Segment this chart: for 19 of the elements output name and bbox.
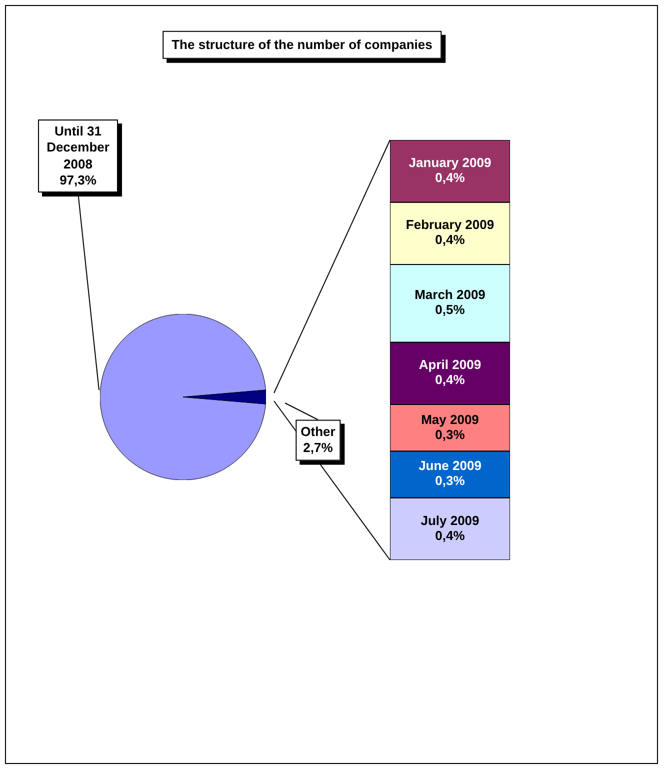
data-label: 0,3% (435, 473, 465, 488)
slice-label: Until 31 December 2008 (46, 124, 110, 171)
legend-label: Other (300, 424, 336, 439)
series-label: June 2009 (418, 458, 482, 474)
series-label: March 2009 (414, 287, 486, 302)
data-label: 0,3% (435, 426, 465, 442)
data-label: 0,4% (435, 528, 465, 543)
series-label: July 2009 (420, 512, 480, 528)
series-label: April 2009 (418, 357, 482, 372)
series-label: January 2009 (408, 155, 492, 170)
data-label: 0,4% (435, 372, 465, 388)
series-label: February 2009 (406, 217, 494, 232)
data-label: 2,7% (303, 440, 333, 455)
chart-title: The structure of the number of companies (162, 30, 442, 60)
series-label: May 2009 (421, 412, 479, 427)
data-label: 97,3% (60, 172, 96, 188)
data-label: 0,4% (435, 232, 465, 248)
data-label: 0,5% (435, 302, 465, 318)
data-label: 0,4% (435, 170, 465, 186)
